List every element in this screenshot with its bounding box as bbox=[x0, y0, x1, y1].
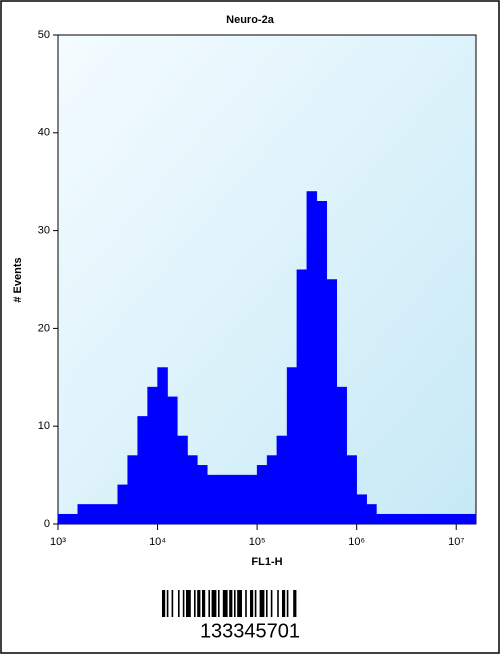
bar bbox=[246, 474, 258, 525]
barcode-bar bbox=[182, 590, 185, 617]
bar bbox=[426, 513, 437, 525]
bar bbox=[356, 494, 367, 525]
barcode-bar bbox=[237, 590, 242, 617]
bar bbox=[346, 455, 357, 525]
barcode-bar bbox=[208, 590, 210, 617]
bar bbox=[67, 513, 79, 525]
plot-area bbox=[57, 34, 477, 525]
bar bbox=[207, 474, 218, 525]
bar bbox=[77, 504, 89, 525]
bar bbox=[127, 455, 138, 525]
barcode-bar bbox=[171, 590, 174, 617]
barcode-bar bbox=[293, 590, 297, 617]
bar bbox=[406, 513, 417, 525]
y-tick-label: 50 bbox=[38, 29, 50, 41]
bar bbox=[97, 504, 108, 525]
bar bbox=[465, 513, 477, 525]
bar bbox=[266, 455, 278, 525]
barcode-bar bbox=[277, 590, 279, 617]
barcode-bar bbox=[186, 590, 191, 617]
bar bbox=[197, 465, 208, 525]
barcode-bar bbox=[218, 590, 220, 617]
bar bbox=[316, 201, 328, 525]
y-tick-label: 20 bbox=[38, 322, 50, 334]
barcode-bar bbox=[211, 590, 217, 617]
bar bbox=[445, 513, 457, 525]
barcode-bar bbox=[234, 590, 236, 617]
barcode-bar bbox=[282, 590, 286, 617]
y-tick-label: 40 bbox=[38, 127, 50, 139]
bar bbox=[217, 474, 228, 525]
bar bbox=[236, 474, 248, 525]
bar bbox=[416, 513, 427, 525]
bar bbox=[147, 386, 158, 525]
barcode-bar bbox=[222, 590, 228, 617]
barcode-bar bbox=[194, 590, 196, 617]
bar bbox=[276, 435, 288, 525]
bar bbox=[87, 504, 99, 525]
barcode-bar bbox=[259, 590, 265, 617]
bar bbox=[157, 367, 168, 525]
x-tick-label: 10³ bbox=[50, 536, 66, 548]
x-tick-label: 10⁵ bbox=[249, 536, 266, 548]
barcode-bar bbox=[270, 590, 273, 617]
bar bbox=[57, 513, 69, 525]
bar bbox=[296, 269, 308, 525]
bar bbox=[386, 513, 397, 525]
x-tick-label: 10⁷ bbox=[448, 536, 464, 548]
y-tick-label: 10 bbox=[38, 420, 50, 432]
barcode-bar bbox=[254, 590, 257, 617]
bar bbox=[336, 386, 347, 525]
y-tick-label: 0 bbox=[44, 518, 50, 530]
bar bbox=[226, 474, 238, 525]
bar bbox=[286, 367, 298, 525]
bar bbox=[326, 279, 338, 525]
bar bbox=[455, 513, 467, 525]
barcode-bar bbox=[229, 590, 233, 617]
bar bbox=[436, 513, 447, 525]
barcode-bar bbox=[245, 590, 247, 617]
bar bbox=[256, 465, 268, 525]
barcode-bar bbox=[202, 590, 206, 617]
bar bbox=[306, 191, 318, 525]
chart-title: Neuro-2a bbox=[226, 14, 275, 26]
bar bbox=[167, 396, 178, 525]
barcode-bar bbox=[178, 590, 180, 617]
x-axis-label: FL1-H bbox=[251, 556, 282, 568]
y-axis-label: # Events bbox=[12, 257, 24, 302]
bar bbox=[396, 513, 407, 525]
barcode-bar bbox=[166, 590, 169, 617]
x-tick-label: 10⁴ bbox=[149, 536, 166, 548]
bar bbox=[117, 484, 128, 525]
bar bbox=[366, 504, 377, 525]
barcode-bar bbox=[162, 590, 166, 617]
bar bbox=[177, 435, 188, 525]
bar bbox=[107, 504, 118, 525]
y-tick-label: 30 bbox=[38, 225, 50, 237]
bar bbox=[137, 416, 148, 525]
barcode-bar bbox=[266, 590, 268, 617]
barcode-number: 133345701 bbox=[200, 620, 300, 642]
x-tick-label: 10⁶ bbox=[348, 536, 365, 548]
bar bbox=[187, 455, 198, 525]
barcode-bar bbox=[197, 590, 201, 617]
barcode-bar bbox=[286, 590, 289, 617]
barcode-bar bbox=[250, 590, 254, 617]
bar bbox=[376, 513, 387, 525]
barcode bbox=[162, 590, 297, 617]
